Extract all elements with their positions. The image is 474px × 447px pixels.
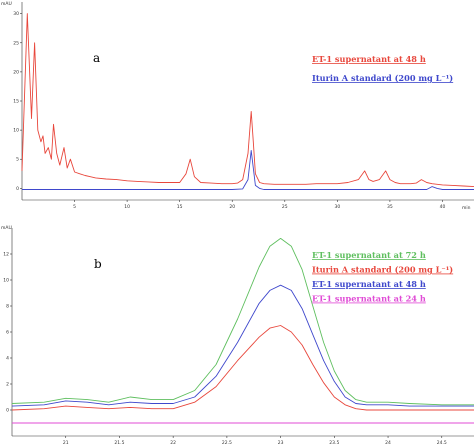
panel-a-x-tick-label: 25 [282, 204, 288, 210]
panel-b-x-tick-label: 22 [170, 440, 176, 446]
panel-a-y-unit: mAU [1, 1, 12, 7]
panel-a-label: a [93, 51, 100, 65]
panel-a-x-tick-label: 5 [73, 204, 76, 210]
panel-a-x-tick-label: 40 [440, 204, 446, 210]
panel-b-y-unit: mAU [1, 225, 12, 231]
panel-a-y-tick-label: 15 [13, 99, 19, 105]
panel-a-y-ticks: 0 5 10 15 20 25 30 [13, 11, 22, 192]
panel-b-y-tick-label: 4 [6, 356, 9, 362]
panel-b-y-tick-label: 8 [6, 304, 9, 310]
panel-a-x-tick-label: 15 [177, 204, 183, 210]
panel-a-x-tick-label: 35 [387, 204, 393, 210]
panel-b-series-line-1 [11, 237, 474, 406]
panel-b-y-tick-label: 2 [6, 382, 9, 388]
panel-b-y-tick-label: 0 [6, 408, 9, 414]
panel-a-chart: mAU 0 5 10 15 20 25 30 5 10 15 20 25 30 35 40 min a E… [1, 1, 474, 211]
panel-b-x-tick-label: 21 [63, 440, 69, 446]
panel-a-x-tick-label: 20 [229, 204, 235, 210]
panel-b-series [11, 237, 474, 424]
panel-b-x-ticks: 21 21.5 22 22.5 23 23.5 24 24.5 [63, 436, 447, 446]
panel-b-legend-entry: Iturin A standard (200 mg L⁻¹) [312, 265, 453, 275]
panel-a-x-unit: min [462, 205, 471, 211]
panel-a-x-tick-label: 30 [334, 204, 340, 210]
panel-b-label: b [94, 257, 102, 271]
panel-a-series-line-1 [21, 13, 474, 188]
panel-a-x-ticks: 5 10 15 20 25 30 35 40 [73, 200, 445, 210]
panel-b-legend-entry: ET-1 supernatant at 24 h [312, 294, 426, 304]
panel-a-series-line-2 [22, 150, 474, 190]
panel-b-x-tick-label: 22.5 [222, 440, 232, 446]
panel-b-x-tick-label: 24.5 [437, 440, 447, 446]
panel-b-y-ticks: 0 2 4 6 8 10 12 [3, 252, 12, 414]
panel-b-x-tick-label: 24 [385, 440, 391, 446]
panel-b-y-tick-label: 12 [3, 252, 9, 258]
panel-a-y-tick-label: 30 [13, 11, 19, 17]
panel-b-legend-entry: ET-1 supernatant at 48 h [312, 279, 426, 289]
panel-a-y-tick-label: 10 [13, 128, 19, 134]
panel-a-y-tick-label: 0 [16, 186, 19, 192]
panel-a-legend: ET-1 supernatant at 48 h Iturin A standar… [312, 54, 453, 83]
panel-b-x-tick-label: 21.5 [114, 440, 124, 446]
panel-a-legend-entry: ET-1 supernatant at 48 h [312, 54, 426, 64]
panel-b-x-tick-label: 23 [278, 440, 284, 446]
panel-b-legend-entry: ET-1 supernatant at 72 h [312, 250, 426, 260]
panel-b-x-tick-label: 23.5 [329, 440, 339, 446]
panel-b-y-tick-label: 6 [6, 330, 9, 336]
panel-a-y-tick-label: 20 [13, 69, 19, 75]
panel-b-legend: ET-1 supernatant at 72 h Iturin A standar… [312, 250, 453, 304]
panel-a-legend-entry: Iturin A standard (200 mg L⁻¹) [312, 73, 453, 83]
panel-a-x-tick-label: 10 [124, 204, 130, 210]
panel-b-series-line-3 [11, 284, 474, 407]
panel-a-y-tick-label: 25 [13, 40, 19, 46]
panel-b-series-line-2 [11, 325, 474, 411]
panel-a-series [21, 13, 474, 190]
panel-b-y-tick-label: 10 [3, 278, 9, 284]
panel-a-y-tick-label: 5 [16, 157, 19, 163]
